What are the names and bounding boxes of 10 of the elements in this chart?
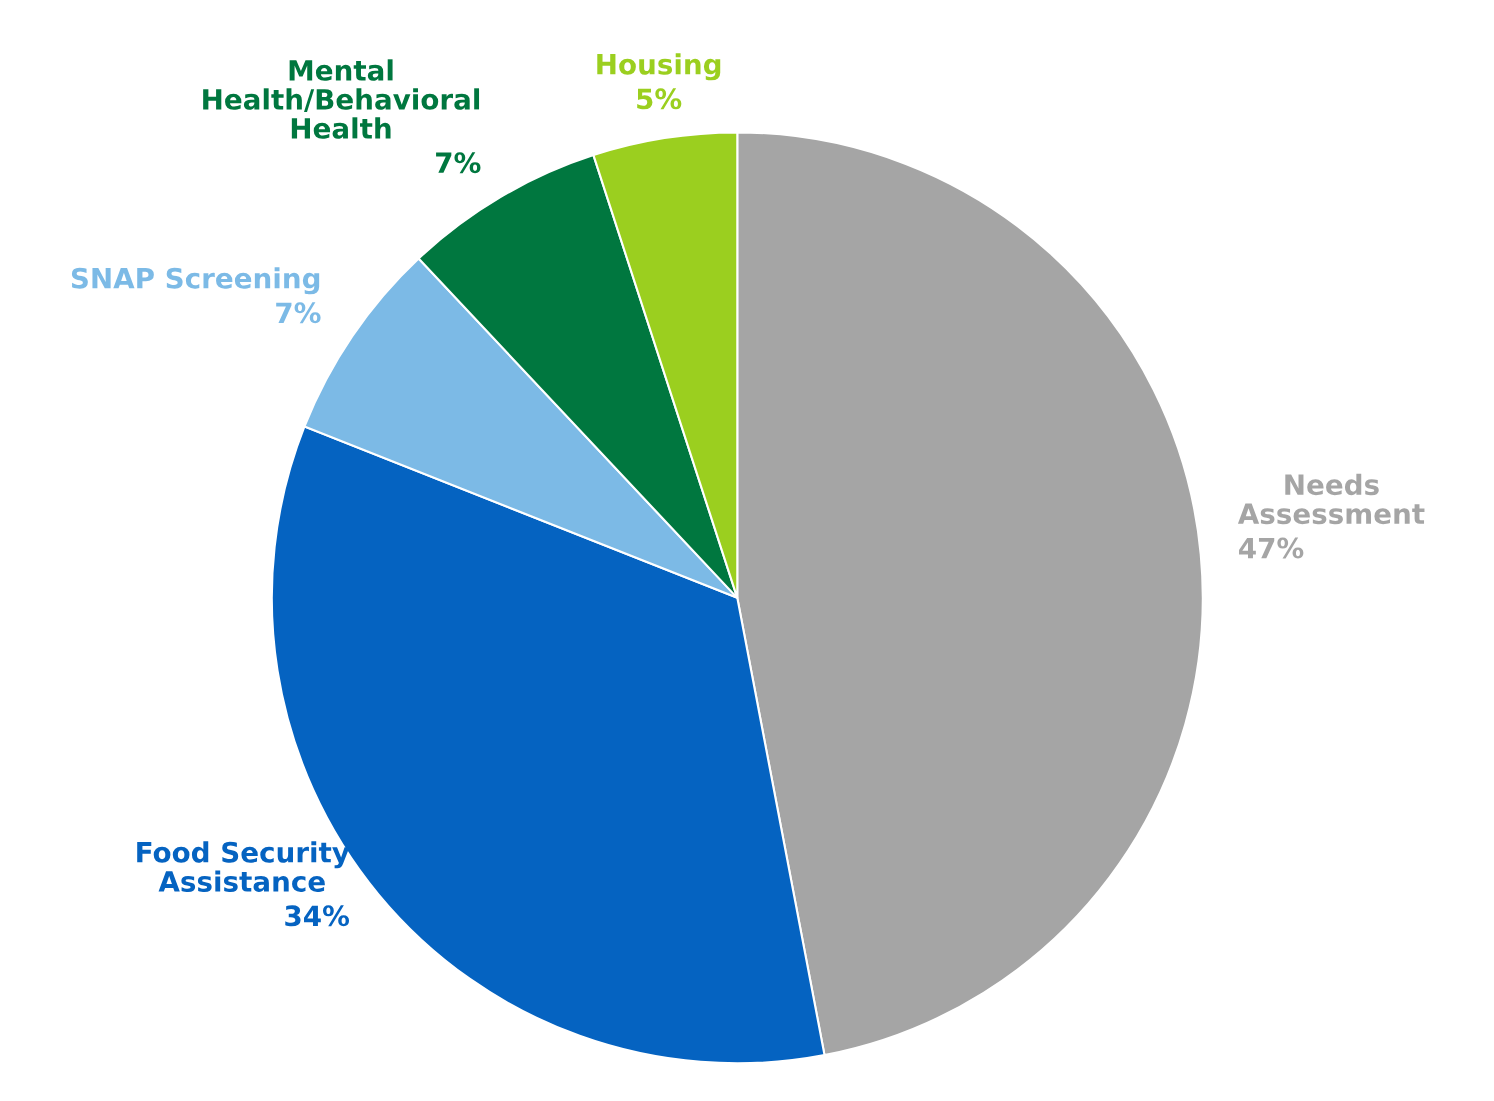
- slice-label: Food Security Assistance: [137, 841, 350, 892]
- slice-label: SNAP Screening: [71, 267, 320, 295]
- data-label: 5%: [637, 88, 682, 110]
- data-label: 47%: [1239, 537, 1304, 559]
- slice-label: Needs Assessment: [1237, 473, 1425, 525]
- data-label: 7%: [276, 302, 321, 324]
- data-label: 34%: [285, 905, 350, 927]
- slice-label: Housing: [597, 53, 721, 81]
- data-label: 7%: [436, 152, 481, 174]
- slice-label: Mental Health/Behavioral Health: [203, 59, 480, 139]
